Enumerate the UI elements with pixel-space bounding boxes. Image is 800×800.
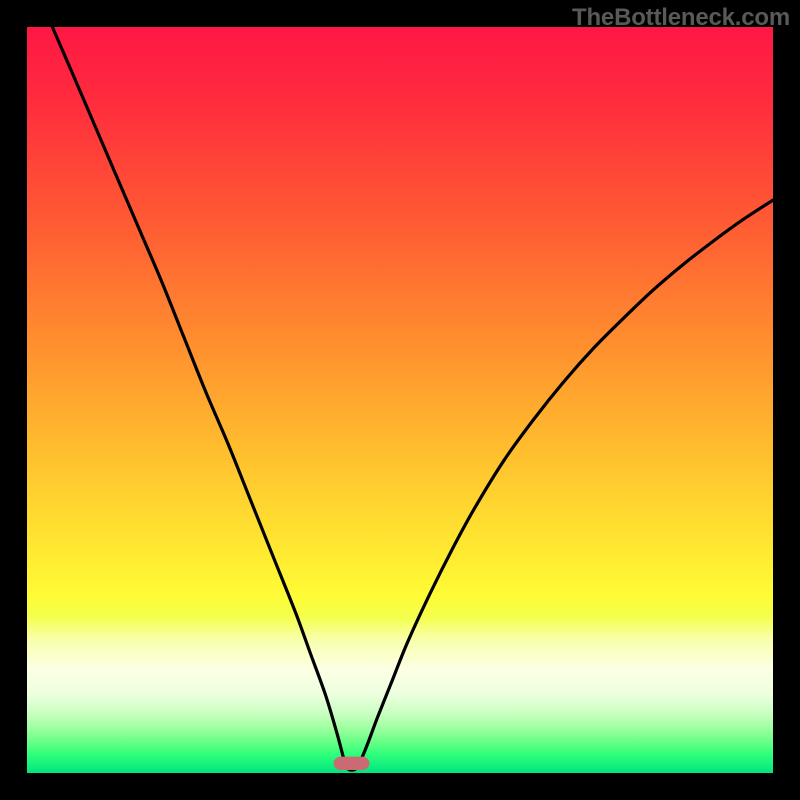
bottleneck-curve-chart (0, 0, 800, 800)
minimum-marker (334, 757, 370, 770)
watermark-text: TheBottleneck.com (572, 4, 790, 32)
chart-container: TheBottleneck.com (0, 0, 800, 800)
